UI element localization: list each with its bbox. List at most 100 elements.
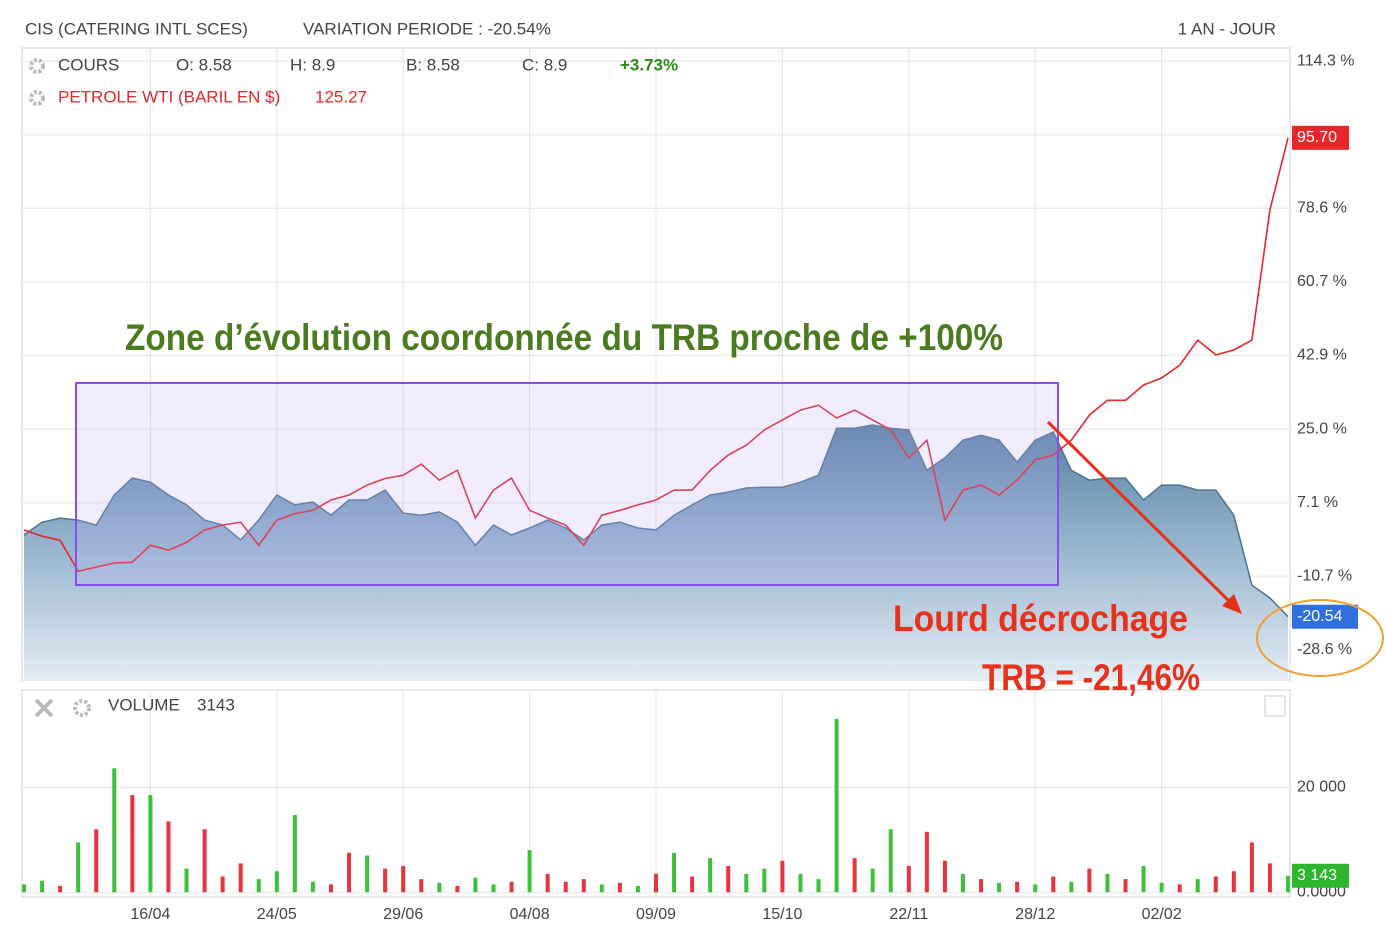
x-tick-label: 28/12 xyxy=(1015,906,1055,923)
bar xyxy=(473,877,478,893)
bar xyxy=(997,882,1002,893)
bar xyxy=(1069,881,1074,893)
legend-stat: B: 8.58 xyxy=(406,55,460,74)
bar xyxy=(527,850,532,893)
checkbox[interactable] xyxy=(1264,695,1286,717)
bar xyxy=(58,885,63,893)
bar xyxy=(256,879,261,893)
bar xyxy=(599,884,604,893)
area xyxy=(24,425,1288,680)
y-tick-label: 20 000 xyxy=(1297,778,1346,795)
end-label: 95.70 xyxy=(1297,129,1337,146)
bar xyxy=(870,868,875,893)
bar xyxy=(1286,875,1290,893)
bar xyxy=(202,829,207,893)
bar xyxy=(726,866,731,893)
bar xyxy=(455,885,460,893)
legend-stat: C: 8.9 xyxy=(522,55,567,74)
bar xyxy=(690,876,695,893)
bar xyxy=(635,885,640,893)
gear-icon[interactable] xyxy=(29,90,45,106)
bar xyxy=(401,866,406,893)
y-tick-label: 78.6 % xyxy=(1297,199,1347,216)
bar xyxy=(509,881,514,893)
bar xyxy=(1213,876,1218,893)
x-tick-label: 24/05 xyxy=(257,906,297,923)
variation: VARIATION PERIODE : -20.54% xyxy=(303,19,551,38)
bar xyxy=(365,855,370,893)
bar xyxy=(798,873,803,893)
bar xyxy=(310,881,315,893)
bar xyxy=(545,873,550,893)
overlay xyxy=(75,382,1384,677)
bar xyxy=(888,829,893,893)
bar xyxy=(238,863,243,893)
x-tick-label: 16/04 xyxy=(130,906,170,923)
end-label-bg xyxy=(1292,125,1349,150)
bar xyxy=(1159,882,1164,893)
close-icon[interactable] xyxy=(34,698,54,718)
arrow-head xyxy=(1222,594,1242,614)
line xyxy=(23,137,1289,573)
bar xyxy=(708,858,713,893)
bar xyxy=(383,868,388,893)
bar xyxy=(942,860,947,893)
bar xyxy=(1105,873,1110,893)
y-tick-label: -10.7 % xyxy=(1297,567,1352,584)
gear-icon[interactable] xyxy=(29,58,45,74)
bar xyxy=(834,718,839,893)
x-tick-label: 15/10 xyxy=(762,906,802,923)
legend-change: +3.73% xyxy=(620,55,678,74)
line xyxy=(23,424,1289,618)
highlight-ellipse xyxy=(1256,599,1384,677)
bar xyxy=(1177,884,1182,893)
bar xyxy=(220,876,225,893)
stock-title: CIS (CATERING INTL SCES) xyxy=(25,19,248,38)
y-tick-label: 60.7 % xyxy=(1297,273,1347,290)
bar xyxy=(148,795,153,893)
legend-value: 3143 xyxy=(197,695,235,714)
y-tick-label: 42.9 % xyxy=(1297,347,1347,364)
bar xyxy=(274,871,279,893)
bar xyxy=(1231,871,1236,893)
bar xyxy=(1051,876,1056,893)
x-tick-label: 22/11 xyxy=(889,906,928,923)
header: CIS (CATERING INTL SCES) VARIATION PERIO… xyxy=(25,19,1276,38)
legend-name: PETROLE WTI (BARIL EN $) xyxy=(58,87,280,106)
legend-stat: H: 8.9 xyxy=(290,55,335,74)
annotation: Lourd décrochage xyxy=(893,598,1188,639)
bar xyxy=(1087,868,1092,893)
y-tick-label: -28.6 % xyxy=(1297,641,1352,658)
x-tick-label: 09/09 xyxy=(636,906,676,923)
bar xyxy=(979,879,984,893)
bar xyxy=(762,868,767,893)
y-tick-label: 7.1 % xyxy=(1297,494,1338,511)
legend: COURS O: 8.58 H: 8.9 B: 8.58 C: 8.9 +3.7… xyxy=(29,55,1286,718)
bar xyxy=(112,768,117,893)
end-label-bg xyxy=(1292,863,1349,888)
bar xyxy=(581,879,586,893)
annotations: Zone d’évolution coordonnée du TRB proch… xyxy=(125,317,1200,698)
y-tick-label: 25.0 % xyxy=(1297,420,1347,437)
end-label: 3 143 xyxy=(1297,867,1337,884)
bar xyxy=(1015,881,1020,893)
bar xyxy=(960,873,965,893)
period[interactable]: 1 AN - JOUR xyxy=(1178,19,1276,38)
bar xyxy=(130,795,135,893)
bar xyxy=(744,873,749,893)
bar xyxy=(1123,879,1128,893)
legend-value: 125.27 xyxy=(315,87,367,106)
bar xyxy=(780,860,785,893)
zone-box xyxy=(75,382,1059,586)
bar xyxy=(166,821,171,893)
bar xyxy=(184,868,189,893)
bar xyxy=(1033,884,1038,893)
end-label-bg xyxy=(1292,604,1358,629)
bar xyxy=(617,882,622,893)
bar xyxy=(94,829,99,893)
bar xyxy=(1141,866,1146,893)
gear-icon[interactable] xyxy=(73,699,91,717)
bar xyxy=(1249,842,1254,893)
y-tick-label: 114.3 % xyxy=(1297,52,1355,69)
